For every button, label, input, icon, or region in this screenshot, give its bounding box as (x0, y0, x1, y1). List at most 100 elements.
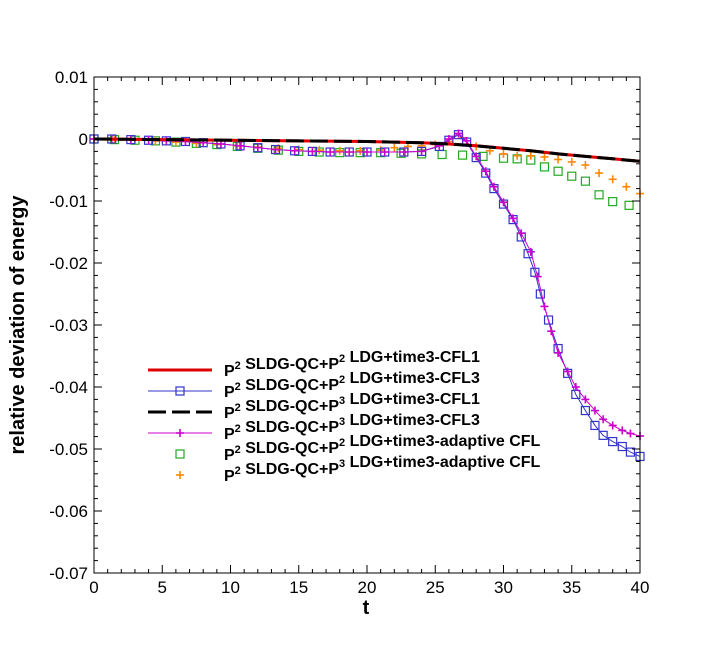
legend-superscript: 2 (235, 360, 241, 372)
series-4-point (489, 182, 498, 191)
legend-entry-5: P2 SLDG-QC+P2 LDG+time3-adaptive CFL (175, 433, 541, 464)
legend-text-part: SLDG-QC+P (241, 419, 340, 436)
series-6-point (499, 149, 508, 158)
series-4-point (454, 129, 463, 138)
series-4-point (571, 383, 580, 391)
series-6-point (554, 155, 563, 164)
series-4-point (345, 148, 354, 157)
series-5-point (624, 200, 634, 210)
legend-entry-2: P2 SLDG-QC+P2 LDG+time3-CFL3 (148, 370, 480, 401)
series-2-point (543, 315, 554, 325)
series-6-point (526, 151, 535, 160)
y-tick-label: -0.05 (49, 440, 88, 459)
series-4-point (308, 147, 317, 156)
y-tick-label: -0.06 (49, 502, 88, 521)
series-6-point (595, 169, 604, 178)
y-tick-label: -0.07 (49, 564, 88, 583)
legend-text-part: LDG+time3-CFL1 (345, 391, 480, 408)
series-5-point (580, 176, 591, 186)
series-3 (93, 137, 641, 163)
y-tick-label: -0.01 (49, 192, 88, 211)
series-5-point (594, 190, 604, 200)
series-4-point (590, 406, 599, 415)
legend-text-part: P (224, 468, 235, 485)
series-4-point (363, 148, 371, 157)
series-4-point (626, 429, 635, 438)
legend-text-part: SLDG-QC+P (241, 461, 340, 478)
series-4-point (618, 426, 627, 435)
x-tick-label: 35 (562, 578, 581, 597)
legend-label-2: P2 SLDG-QC+P2 LDG+time3-CFL3 (224, 370, 480, 401)
legend-label-3: P2 SLDG-QC+P3 LDG+time3-CFL1 (224, 391, 480, 422)
series-4-point (499, 198, 508, 207)
series-5-point (437, 149, 447, 160)
legend-entry-1: P2 SLDG-QC+P2 LDG+time3-CFL1 (148, 349, 480, 380)
x-tick-label: 5 (158, 578, 167, 597)
y-tick-label: -0.02 (49, 254, 88, 273)
series-2-line (94, 134, 641, 457)
legend-superscript: 2 (235, 381, 241, 393)
legend-text-part: P (224, 405, 235, 422)
legend-label-1: P2 SLDG-QC+P2 LDG+time3-CFL1 (224, 349, 480, 380)
series-6-point (540, 152, 549, 161)
series-4-point (417, 147, 426, 156)
x-tick-label: 25 (426, 578, 445, 597)
legend-marker-6 (176, 471, 184, 479)
legend-text-part: LDG+time3-CFL3 (345, 370, 480, 387)
series-4-point (472, 152, 481, 161)
series-4-point (599, 415, 608, 424)
series-6 (90, 133, 644, 198)
series-5-point (553, 166, 563, 176)
legend-marker-4 (176, 429, 184, 437)
series-5-point (608, 197, 618, 207)
series-2-point (608, 436, 618, 447)
series-5-point (457, 150, 468, 160)
legend-superscript: 3 (339, 416, 345, 428)
legend-label-4: P2 SLDG-QC+P3 LDG+time3-CFL3 (224, 412, 480, 443)
legend-superscript: 2 (235, 465, 241, 477)
legend-label-6: P2 SLDG-QC+P3 LDG+time3-adaptive CFL (224, 454, 541, 485)
series-6-point (567, 157, 576, 166)
series-2-point (580, 405, 591, 416)
series-4-point (444, 135, 453, 143)
series-4-point (271, 145, 280, 154)
series-5-point (539, 162, 550, 172)
series-2-point (598, 430, 608, 440)
legend-superscript: 3 (339, 458, 345, 470)
series-4-point (236, 141, 245, 150)
series-6-point (608, 175, 617, 184)
x-tick-label: 20 (358, 578, 377, 597)
legend-superscript: 2 (235, 402, 241, 414)
legend-text-part: P (224, 363, 235, 380)
legend-marker-5 (175, 449, 185, 459)
legend-superscript: 3 (339, 395, 345, 407)
series-2-point (590, 420, 600, 431)
series-4-point (399, 148, 408, 157)
series-2-point (625, 447, 636, 457)
legend-text-part: P (224, 426, 235, 443)
legend-text-part: SLDG-QC+P (241, 356, 340, 373)
legend-text-part: SLDG-QC+P (241, 398, 340, 415)
x-tick-label: 0 (89, 578, 98, 597)
series-4-point (481, 167, 490, 176)
series-2-point (617, 441, 627, 452)
legend-superscript: 2 (339, 437, 345, 449)
series-4-point (533, 272, 542, 281)
x-tick-label: 40 (631, 578, 650, 597)
legend-entry-4: P2 SLDG-QC+P3 LDG+time3-CFL3 (148, 412, 480, 443)
legend-text-part: P (224, 447, 235, 464)
legend-superscript: 2 (339, 353, 345, 365)
series-6-point (335, 146, 344, 155)
series-6-point (622, 182, 631, 191)
series-4-point (581, 395, 590, 404)
legend-superscript: 2 (339, 374, 345, 386)
legend-text-part: LDG+time3-adaptive CFL (345, 454, 540, 471)
series-4-point (517, 229, 526, 238)
legend-superscript: 2 (235, 444, 241, 456)
series-4-point (509, 214, 518, 223)
series-6-point (581, 161, 590, 170)
x-tick-label: 15 (289, 578, 308, 597)
series-6-point (390, 143, 399, 152)
